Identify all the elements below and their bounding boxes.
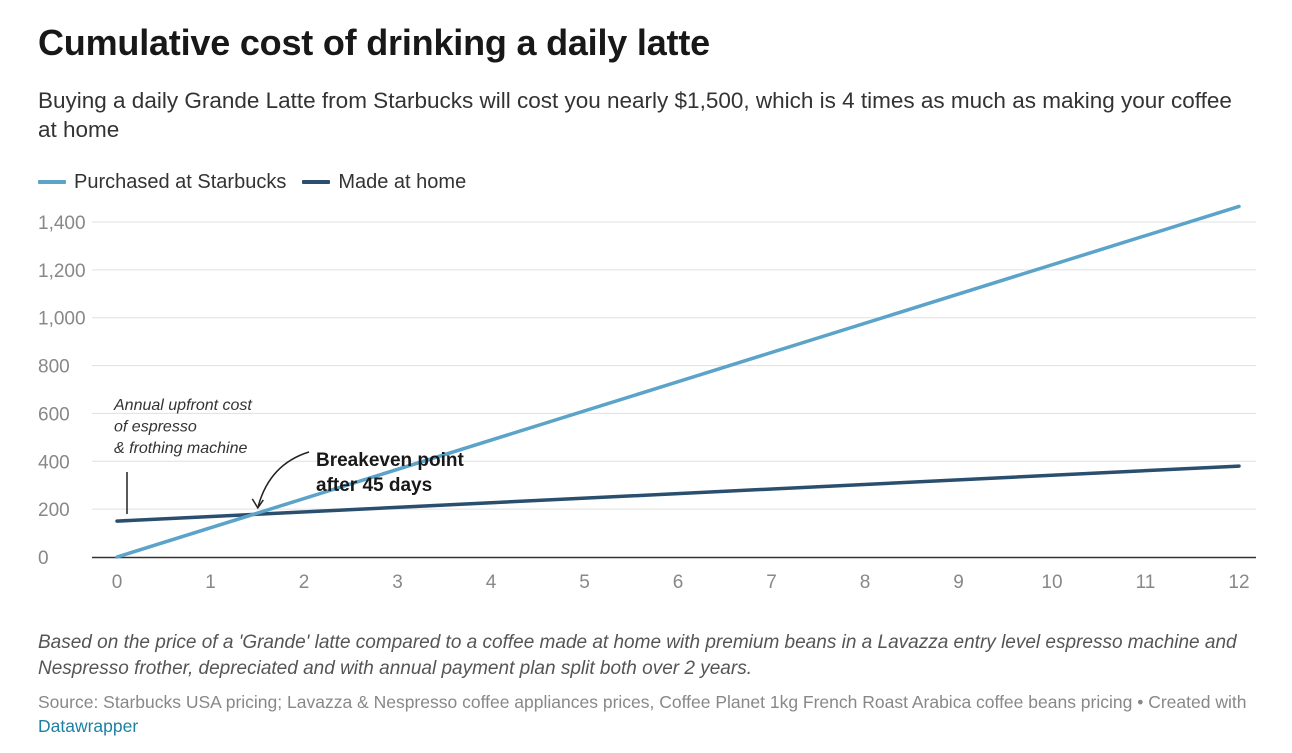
annotation-breakeven-arrowhead xyxy=(251,498,264,510)
legend-item-home: Made at home xyxy=(302,171,466,194)
annotation-upfront-text: Annual upfront cost xyxy=(113,397,252,414)
x-tick-label: 3 xyxy=(392,572,403,593)
chart-legend: Purchased at Starbucks Made at home xyxy=(38,168,482,196)
x-tick-label: 4 xyxy=(486,572,497,593)
x-tick-label: 1 xyxy=(205,572,216,593)
legend-label-home: Made at home xyxy=(338,170,467,193)
y-tick-label: 200 xyxy=(38,500,70,521)
y-tick-label: 400 xyxy=(38,452,70,473)
series-line-home xyxy=(115,464,1241,523)
series-line-starbucks xyxy=(115,204,1241,559)
legend-label-starbucks: Purchased at Starbucks xyxy=(74,170,287,193)
annotation-upfront-text: & frothing machine xyxy=(114,440,248,457)
y-tick-label: 600 xyxy=(38,404,70,425)
x-tick-label: 5 xyxy=(579,572,590,593)
x-tick-label: 10 xyxy=(1041,572,1062,593)
y-tick-label: 1,000 xyxy=(38,309,86,330)
y-tick-label: 0 xyxy=(38,548,49,569)
x-tick-label: 11 xyxy=(1136,572,1156,593)
x-tick-label: 7 xyxy=(766,572,777,593)
legend-item-starbucks: Purchased at Starbucks xyxy=(38,171,286,194)
chart-source: Source: Starbucks USA pricing; Lavazza &… xyxy=(38,690,1258,738)
x-tick-label: 9 xyxy=(953,572,964,593)
annotation-breakeven-arrow xyxy=(257,451,310,507)
annotation-breakeven-text: after 45 days xyxy=(316,475,432,496)
y-tick-label: 800 xyxy=(38,357,70,378)
y-tick-label: 1,400 xyxy=(38,213,86,234)
x-tick-label: 6 xyxy=(673,572,684,593)
chart-notes: Based on the price of a 'Grande' latte c… xyxy=(38,632,1237,679)
datawrapper-link[interactable]: Datawrapper xyxy=(38,716,139,736)
annotation-upfront-text: of espresso xyxy=(114,419,197,436)
chart-subtitle: Buying a daily Grande Latte from Starbuc… xyxy=(38,88,1232,142)
chart-title: Cumulative cost of drinking a daily latt… xyxy=(38,22,710,63)
x-tick-label: 8 xyxy=(860,572,871,593)
x-tick-label: 2 xyxy=(299,572,310,593)
x-tick-label: 12 xyxy=(1228,572,1249,593)
x-tick-label: 0 xyxy=(112,572,123,593)
annotation-breakeven-text: Breakeven point xyxy=(316,450,464,471)
y-tick-label: 1,200 xyxy=(38,261,86,282)
legend-swatch-home xyxy=(302,180,331,184)
legend-swatch-starbucks xyxy=(38,180,66,184)
source-text: Source: Starbucks USA pricing; Lavazza &… xyxy=(38,692,1247,712)
